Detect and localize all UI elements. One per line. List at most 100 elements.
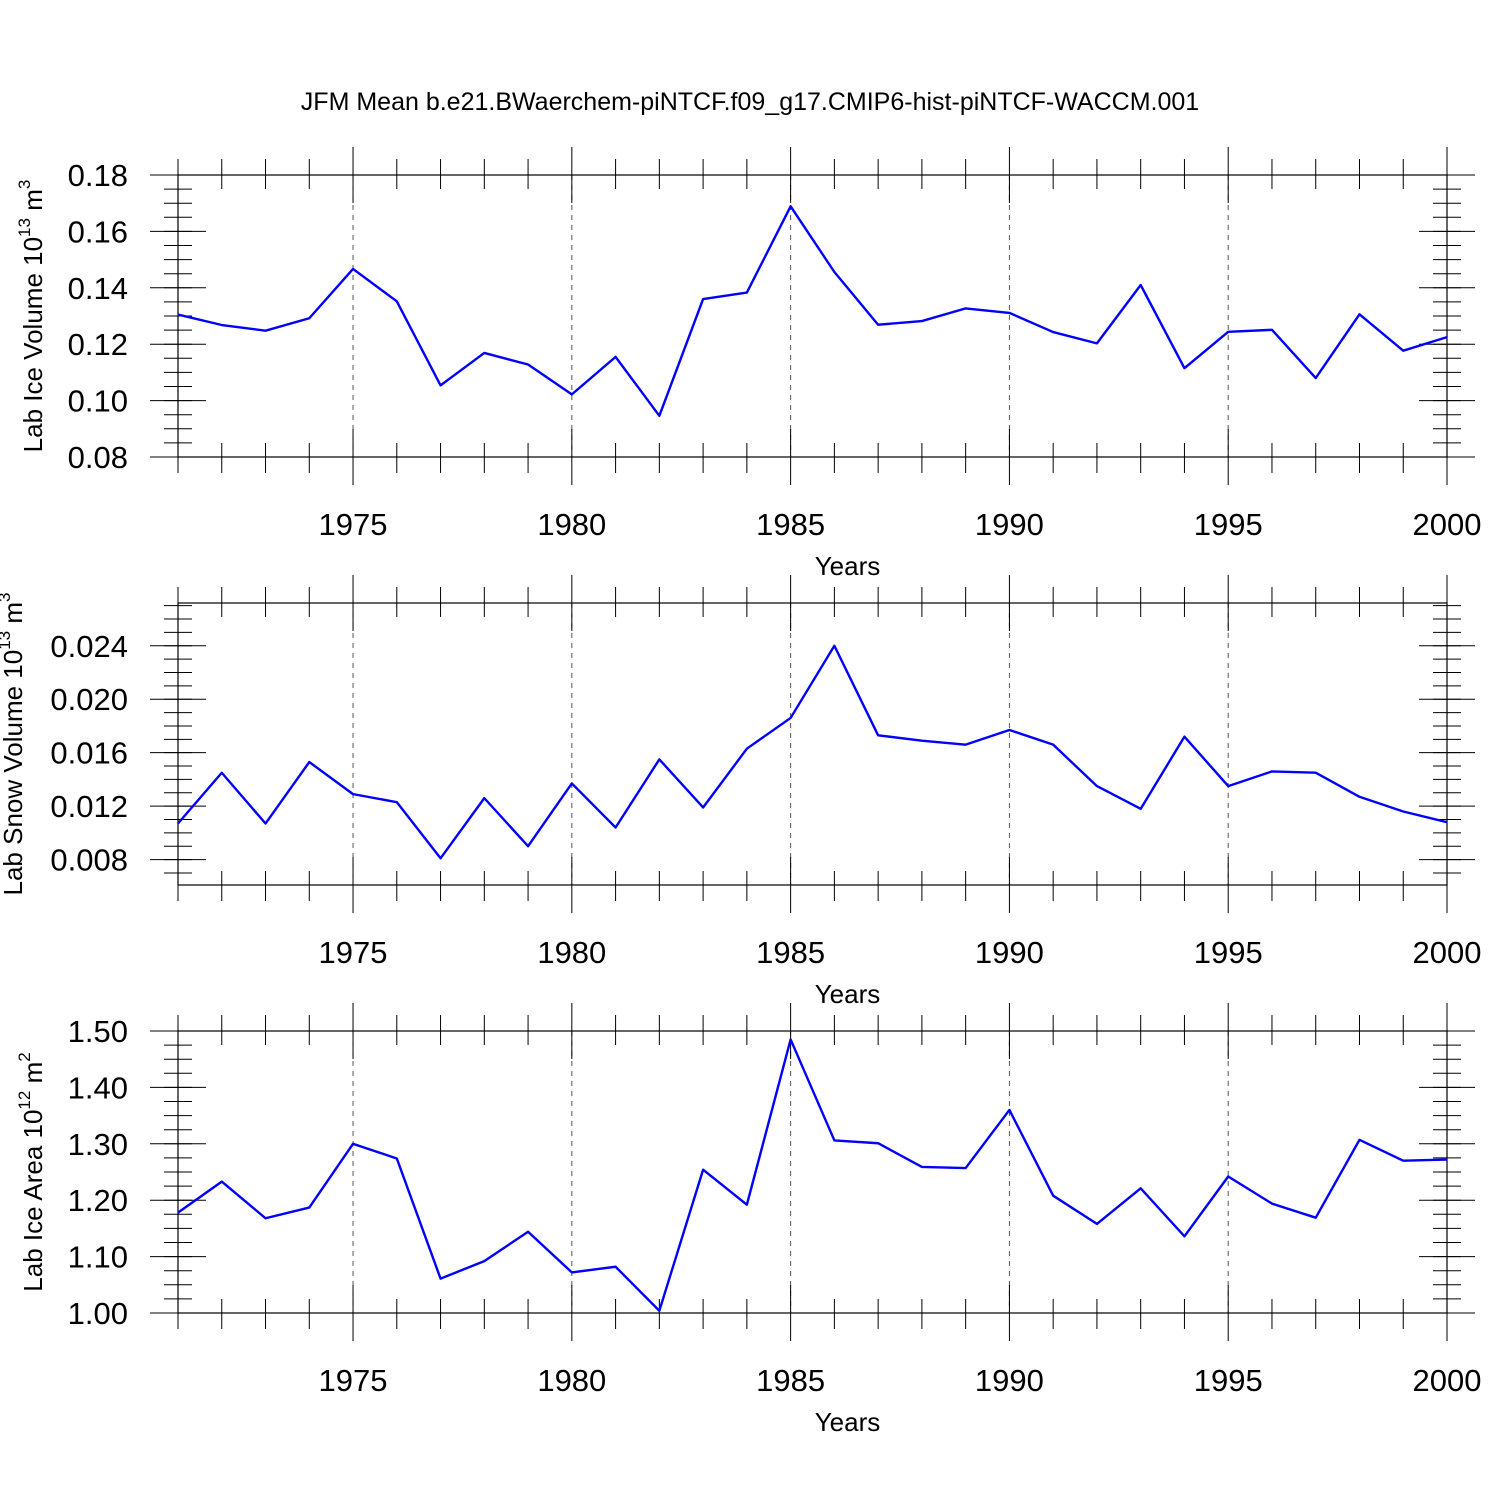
panel1-data-point-2000 — [1445, 335, 1449, 339]
panel2-data-point-1989 — [964, 743, 968, 747]
panel2-data-point-1991 — [1051, 743, 1055, 747]
panel3-data-point-1978 — [482, 1259, 486, 1263]
panel2-xtick-label-1980: 1980 — [537, 935, 606, 970]
panel-lab-ice-volume: 1975 1980 1985 1990 1995 2000 0.08 0.10 0.12 0.14… — [15, 147, 1481, 581]
panel2-ytick-label-0-008: 0.008 — [50, 843, 128, 878]
panel2-data-point-1998 — [1357, 795, 1361, 799]
panel2-data-point-1978 — [482, 796, 486, 800]
panel2-series-line — [177, 644, 1448, 860]
panel2-data-point-1994 — [1182, 735, 1186, 739]
panel1-data-point-1984 — [745, 291, 749, 295]
panel3-data-point-1973 — [264, 1216, 268, 1220]
panel2-data-point-1987 — [876, 733, 880, 737]
panel1-data-point-1998 — [1357, 312, 1361, 316]
panel2-data-point-1975 — [351, 792, 355, 796]
panel1-data-point-1982 — [657, 414, 661, 418]
panel1-y-axis-title: Lab Ice Volume 1013 m3 — [15, 180, 48, 453]
panel1-data-point-1980 — [570, 392, 574, 396]
panel2-data-point-1996 — [1270, 769, 1274, 773]
panel3-ytick-label-1-00: 1.00 — [68, 1296, 128, 1331]
panel1-data-point-1994 — [1182, 366, 1186, 370]
panel1-data-point-1997 — [1314, 376, 1318, 380]
panel1-ytick-label-0-12: 0.12 — [68, 327, 128, 362]
panel1-data-point-1981 — [614, 355, 618, 359]
panel1-data-point-1979 — [526, 363, 530, 367]
panel2-ytick-label-0-016: 0.016 — [50, 736, 128, 771]
panel2-ytick-label-0-024: 0.024 — [50, 629, 128, 664]
panel3-ytick-label-1-10: 1.10 — [68, 1240, 128, 1275]
panel3-data-point-1979 — [526, 1230, 530, 1234]
panel3-ytick-label-1-30: 1.30 — [68, 1127, 128, 1162]
panel1-data-point-1987 — [876, 323, 880, 327]
panel3-xtick-label-1975: 1975 — [319, 1363, 388, 1398]
panel3-xtick-label-2000: 2000 — [1413, 1363, 1482, 1398]
panel1-data-point-1985 — [789, 204, 793, 208]
panel1-data-point-1976 — [395, 299, 399, 303]
panel1-data-point-1978 — [482, 351, 486, 355]
panel3-data-point-1980 — [570, 1270, 574, 1274]
panel2-data-point-1997 — [1314, 771, 1318, 775]
panel1-data-point-1977 — [439, 383, 443, 387]
panel3-data-point-1998 — [1357, 1138, 1361, 1142]
panel2-data-point-1979 — [526, 844, 530, 848]
panel2-data-point-1980 — [570, 781, 574, 785]
panel2-y-axis-title: Lab Snow Volume 1013 m3 — [0, 592, 28, 895]
panel2-data-point-1992 — [1095, 784, 1099, 788]
panel3-data-point-1991 — [1051, 1194, 1055, 1198]
panel1-ytick-label-0-14: 0.14 — [68, 271, 128, 306]
panel3-data-point-1984 — [745, 1203, 749, 1207]
panel1-data-point-1999 — [1401, 349, 1405, 353]
panel3-ytick-label-1-20: 1.20 — [68, 1183, 128, 1218]
panel1-xtick-label-1995: 1995 — [1194, 507, 1263, 542]
chart-title: JFM Mean b.e21.BWaerchem-piNTCF.f09_g17.… — [301, 88, 1199, 116]
panel1-xtick-label-1975: 1975 — [319, 507, 388, 542]
panel1-series-line — [177, 205, 1448, 418]
panel1-data-point-1991 — [1051, 330, 1055, 334]
panel1-data-point-1995 — [1226, 330, 1230, 334]
panel1-data-point-1986 — [832, 270, 836, 274]
panel2-data-point-1973 — [264, 822, 268, 826]
panel1-xtick-label-1990: 1990 — [975, 507, 1044, 542]
panel3-data-point-1983 — [701, 1168, 705, 1172]
panel2-data-point-1983 — [701, 805, 705, 809]
panel1-ytick-label-0-16: 0.16 — [68, 214, 128, 249]
panel3-series-line — [177, 1038, 1448, 1312]
panel2-data-point-1988 — [920, 739, 924, 743]
panel3-data-point-1976 — [395, 1156, 399, 1160]
panel2-data-point-1972 — [220, 771, 224, 775]
panel1-data-point-1972 — [220, 323, 224, 327]
panel2-data-point-1986 — [832, 644, 836, 648]
panel2-data-point-1993 — [1139, 807, 1143, 811]
panel2-data-point-1977 — [439, 856, 443, 860]
panel1-data-point-1989 — [964, 306, 968, 310]
panel1-ytick-label-0-18: 0.18 — [68, 158, 128, 193]
panel3-data-point-1992 — [1095, 1222, 1099, 1226]
panel2-x-axis-title: Years — [815, 979, 881, 1009]
panel2-data-point-2000 — [1445, 820, 1449, 824]
panel1-data-point-1973 — [264, 329, 268, 333]
panel1-ytick-label-0-10: 0.10 — [68, 384, 128, 419]
panel3-data-point-1971 — [176, 1211, 180, 1215]
panel3-ytick-label-1-40: 1.40 — [68, 1070, 128, 1105]
panel2-xtick-label-1995: 1995 — [1194, 935, 1263, 970]
panel1-ytick-label-0-08: 0.08 — [68, 440, 128, 475]
panel2-ytick-label-0-020: 0.020 — [50, 682, 128, 717]
panel3-data-point-2000 — [1445, 1158, 1449, 1162]
panel3-data-point-1975 — [351, 1142, 355, 1146]
panel2-data-point-1976 — [395, 800, 399, 804]
panel1-data-point-1996 — [1270, 328, 1274, 332]
panel2-data-point-1981 — [614, 826, 618, 830]
panel3-data-point-1974 — [307, 1206, 311, 1210]
panel3-data-point-1989 — [964, 1166, 968, 1170]
panel3-data-point-1988 — [920, 1165, 924, 1169]
panel1-data-point-1993 — [1139, 283, 1143, 287]
panel3-xtick-label-1980: 1980 — [537, 1363, 606, 1398]
panel2-data-point-1999 — [1401, 809, 1405, 813]
panel3-data-point-1990 — [1007, 1108, 1011, 1112]
panel-lab-snow-volume: 1975 1980 1985 1990 1995 2000 0.008 0.012 0.016 0… — [0, 575, 1481, 1009]
panel3-data-point-1994 — [1182, 1234, 1186, 1238]
panel3-x-axis-title: Years — [815, 1407, 881, 1437]
panel1-xtick-label-1980: 1980 — [537, 507, 606, 542]
panel3-data-point-1986 — [832, 1138, 836, 1142]
panel2-data-point-1984 — [745, 747, 749, 751]
